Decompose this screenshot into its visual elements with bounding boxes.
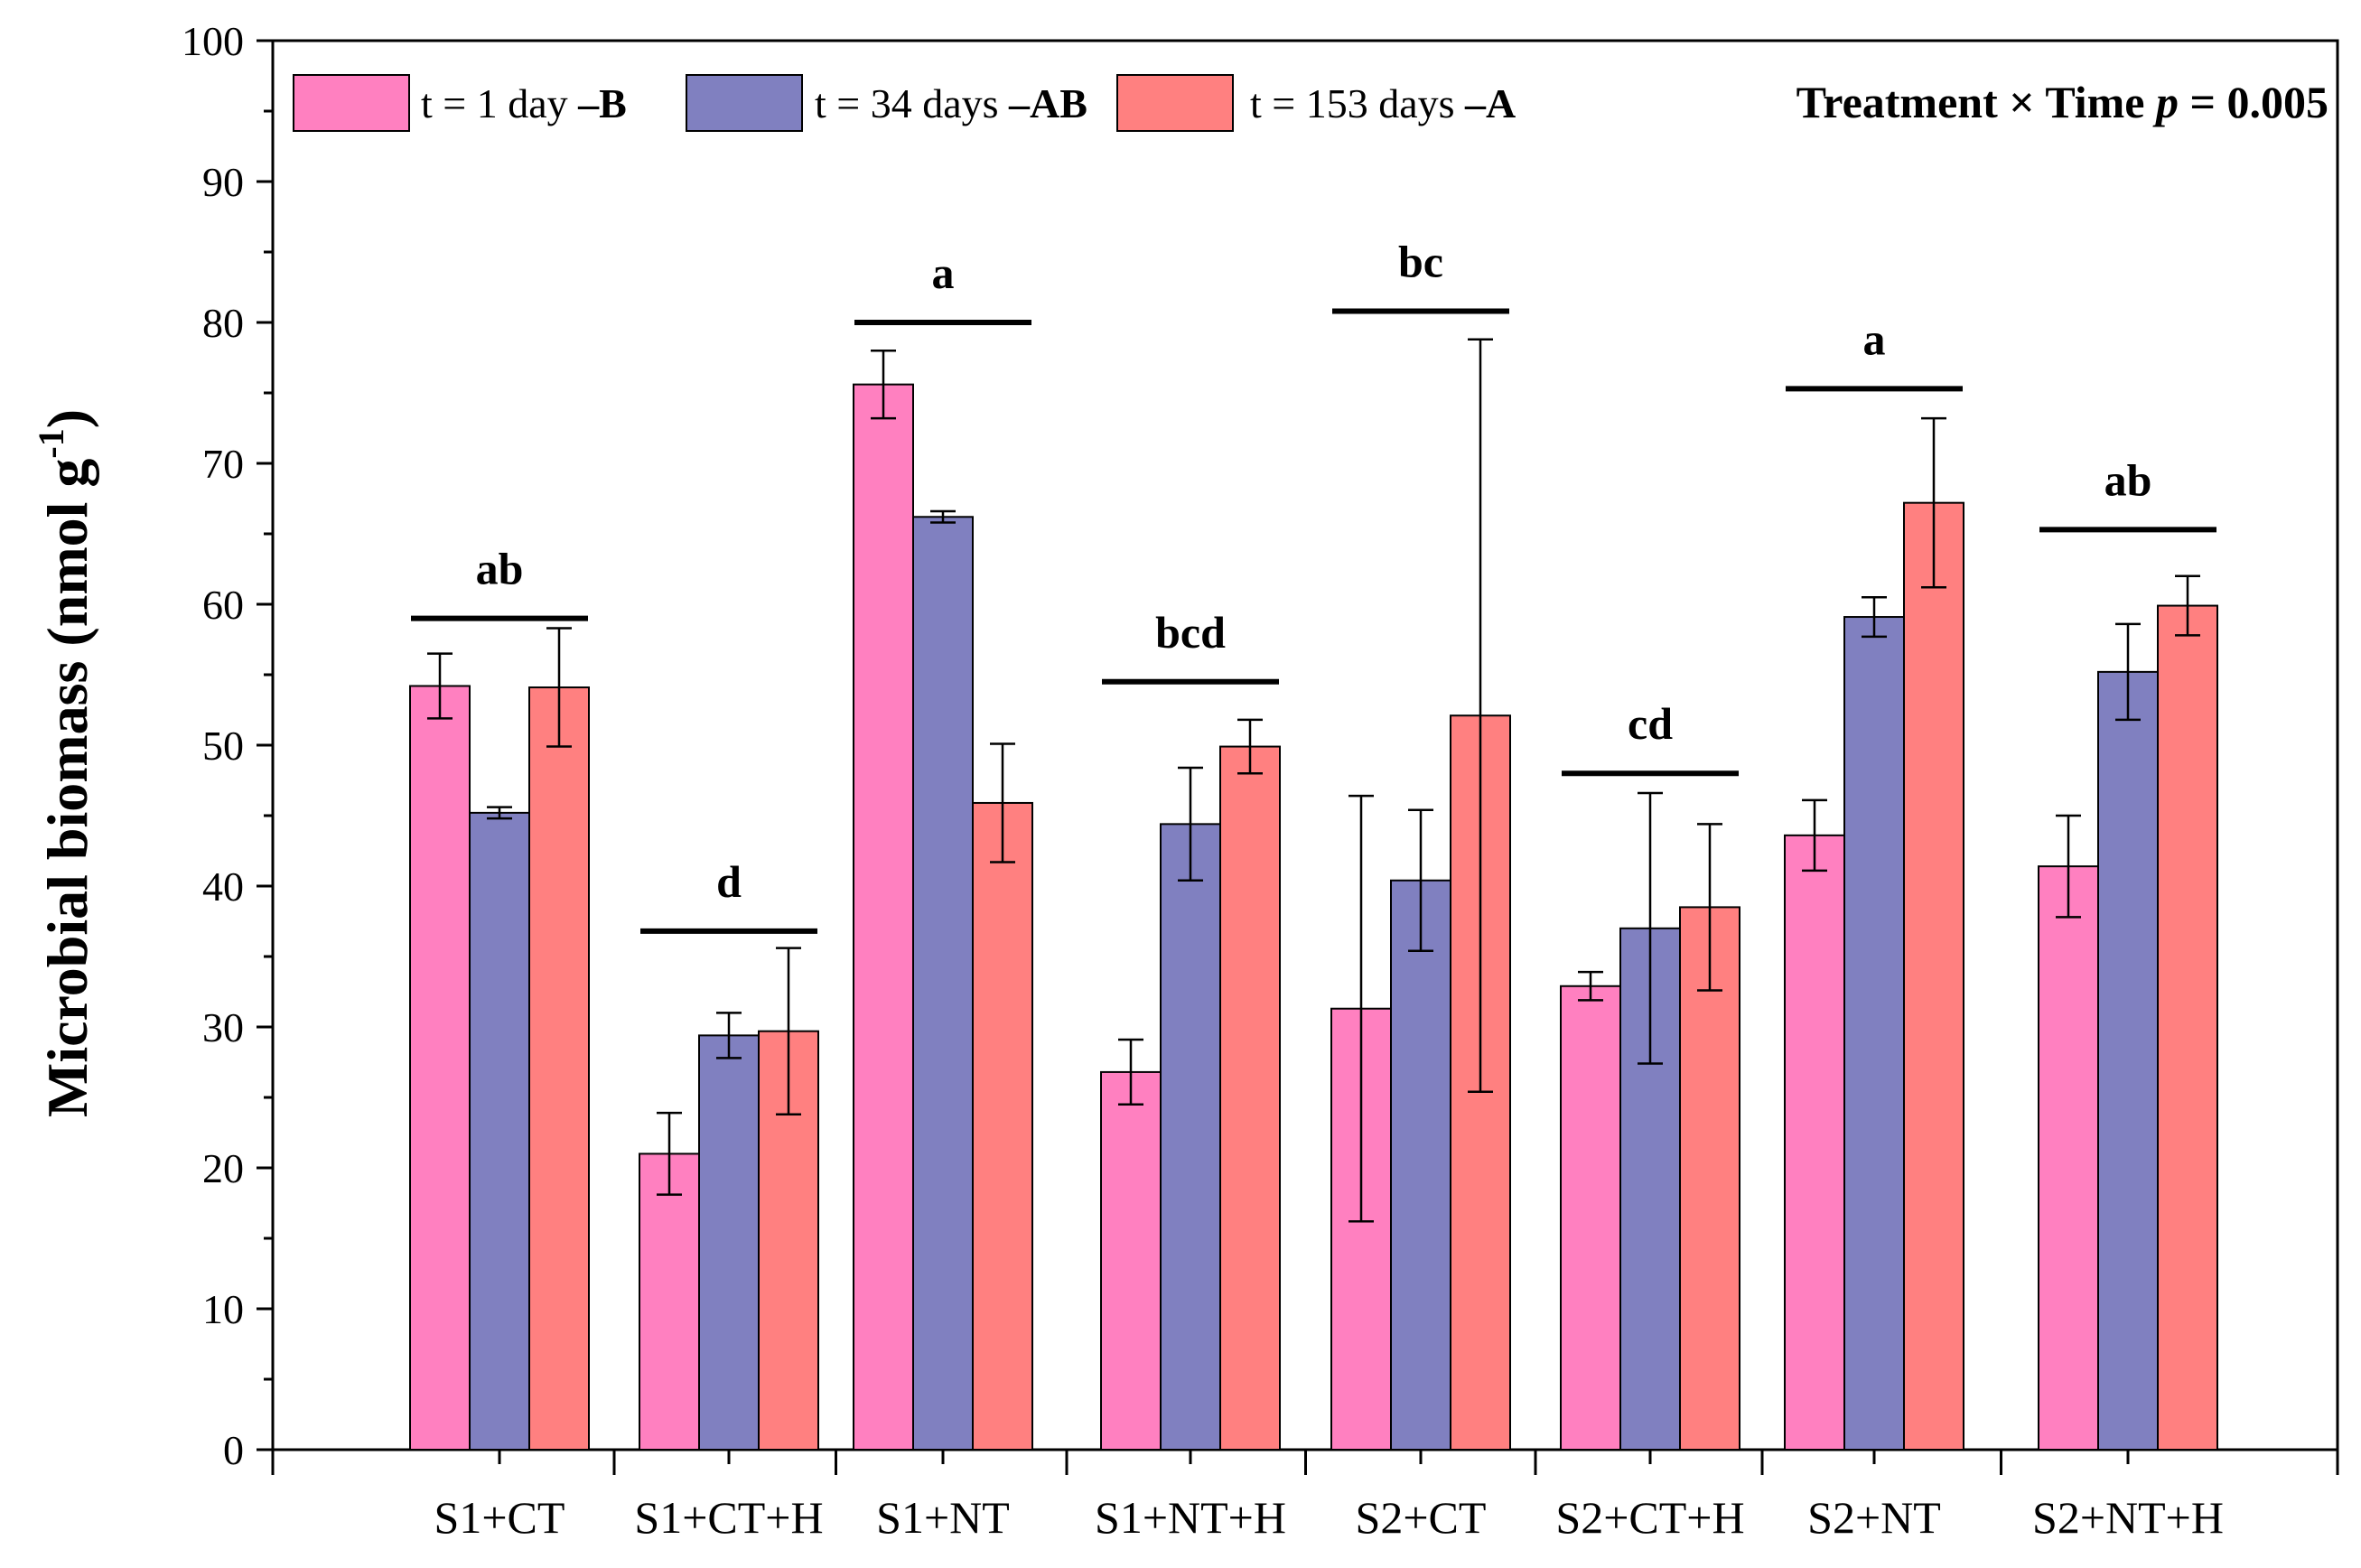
bar [698, 1034, 760, 1451]
axes-layer: 0 10 20 30 40 50 60 70 80 90 100 S1+CT S1+CT+H S1+NT S… [31, 18, 2339, 1543]
bar [1100, 1070, 1162, 1451]
y-tick-label: 70 [202, 441, 244, 487]
bar [912, 516, 974, 1451]
legend-swatch [293, 74, 410, 132]
group-letter: bc [1398, 237, 1443, 287]
bar [1390, 879, 1451, 1451]
bar [972, 801, 1033, 1451]
group-letters-layer: ab d a bcd bc cd a ab [411, 237, 2216, 934]
bar [469, 811, 530, 1451]
bar [1219, 745, 1281, 1451]
error-bar [657, 1111, 682, 1196]
error-bar [1921, 416, 1946, 589]
y-tick-label: 80 [202, 300, 244, 346]
y-axis-label: Microbial biomass (nmol g-1) [31, 409, 99, 1117]
y-tick-label: 100 [182, 18, 244, 64]
error-bar [1802, 798, 1827, 873]
legend-item: t = 1 day –B [293, 74, 627, 132]
error-bar [2115, 622, 2141, 722]
legend-label: t = 1 day –B [421, 80, 627, 126]
bar [2038, 865, 2099, 1451]
error-bar [1118, 1038, 1143, 1106]
error-bar [716, 1012, 742, 1059]
bar [2097, 670, 2159, 1451]
error-bar [1638, 791, 1663, 1065]
y-tick-label: 50 [202, 723, 244, 769]
group-letter: ab [476, 544, 524, 594]
y-tick-label: 40 [202, 863, 244, 910]
legend-label: t = 34 days –AB [815, 80, 1087, 126]
x-tick-label: S1+CT+H [634, 1492, 823, 1543]
error-bar [1237, 718, 1263, 775]
error-bar [1468, 338, 1493, 1094]
bar [528, 686, 590, 1451]
x-tick-label: S2+CT+H [1555, 1492, 1744, 1543]
annotation-layer: Treatment × Time p = 0.005 [1796, 77, 2328, 127]
group-letter: bcd [1155, 607, 1226, 658]
bar [1560, 985, 1621, 1451]
error-bar [930, 509, 956, 524]
y-tick-label: 20 [202, 1145, 244, 1191]
bar [409, 685, 471, 1451]
legend-label: t = 153 days –A [1250, 80, 1516, 126]
bar [639, 1153, 700, 1451]
group-letter: d [716, 856, 742, 907]
error-bar [1697, 823, 1722, 992]
error-bar [427, 652, 453, 720]
legend-item: t = 34 days –AB [686, 74, 1087, 132]
y-tick-label: 90 [202, 159, 244, 205]
x-tick-label: S2+NT+H [2032, 1492, 2224, 1543]
bars-layer [409, 383, 2218, 1451]
error-bar [871, 349, 896, 420]
x-tick-label: S1+NT [876, 1492, 1010, 1543]
errors-layer [427, 338, 2200, 1223]
x-tick-label: S2+NT [1807, 1492, 1941, 1543]
bar [1160, 823, 1221, 1451]
x-tick-label: S1+NT+H [1095, 1492, 1286, 1543]
treatment-time-annotation: Treatment × Time p = 0.005 [1796, 77, 2328, 127]
error-bar [1578, 970, 1603, 1002]
bar [853, 383, 914, 1451]
bar [1679, 906, 1740, 1451]
error-bar [487, 806, 512, 820]
legend-swatch [1116, 74, 1234, 132]
x-tick-label: S2+CT [1356, 1492, 1487, 1543]
bar [1784, 834, 1845, 1451]
error-bar [1408, 808, 1433, 953]
legend-item: t = 153 days –A [1116, 74, 1516, 132]
group-letter: a [1863, 313, 1886, 364]
error-bar [776, 947, 801, 1115]
bar [2157, 604, 2218, 1451]
y-tick-label: 10 [202, 1286, 244, 1332]
bar [1903, 501, 1964, 1451]
group-letter: ab [2104, 454, 2152, 505]
group-letter: cd [1628, 698, 1673, 749]
error-bar [1348, 794, 1374, 1223]
error-bar [1178, 766, 1203, 882]
error-bar [2056, 814, 2081, 919]
y-tick-label: 0 [223, 1427, 244, 1473]
group-letter: a [932, 247, 955, 298]
error-bar [1862, 595, 1887, 639]
bar [1843, 616, 1905, 1451]
legend-swatch [686, 74, 803, 132]
error-bar [546, 627, 572, 748]
error-bar [990, 742, 1015, 863]
x-tick-label: S1+CT [434, 1492, 565, 1543]
y-tick-label: 60 [202, 582, 244, 628]
legend: t = 1 day –B t = 34 days –AB t = 153 days … [293, 74, 1516, 132]
y-tick-label: 30 [202, 1004, 244, 1050]
error-bar [2175, 574, 2200, 637]
